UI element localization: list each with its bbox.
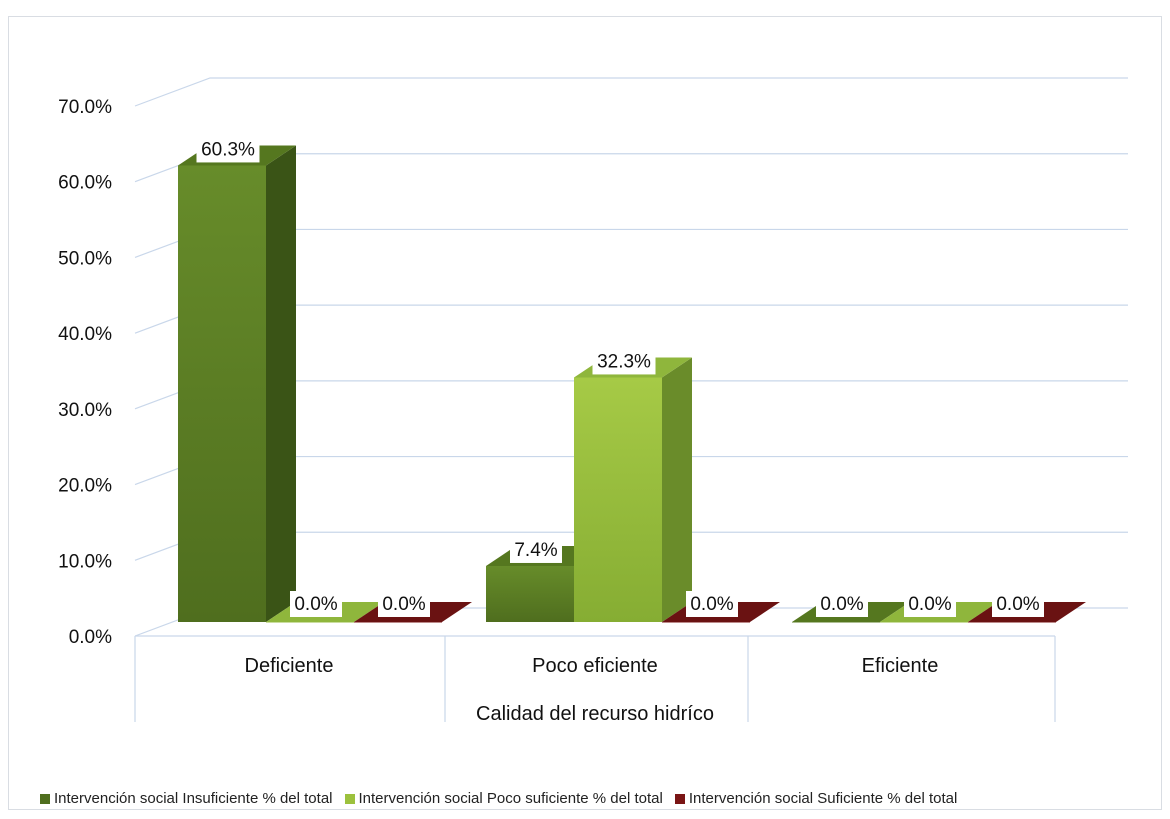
legend-label: Intervención social Insuficiente % del t… bbox=[54, 790, 333, 807]
legend-label: Intervención social Poco suficiente % de… bbox=[358, 790, 663, 807]
data-label-box bbox=[816, 591, 868, 617]
chart-frame bbox=[8, 16, 1162, 810]
data-label: 32.3% bbox=[597, 351, 651, 372]
data-label-box bbox=[510, 536, 562, 563]
axes: 0.0% 10.0% 20.0% 30.0% 40.0% 50.0% 60.0% 70.0% D… bbox=[58, 97, 1056, 722]
data-label-box bbox=[592, 348, 656, 375]
legend-item: Intervención social Insuficiente % del t… bbox=[40, 790, 333, 807]
gridline bbox=[134, 77, 1128, 107]
legend-item: Intervención social Suficiente % del tot… bbox=[674, 790, 958, 807]
data-label: 0.0% bbox=[294, 594, 337, 615]
data-label-box bbox=[196, 136, 260, 163]
data-label-box bbox=[686, 591, 738, 617]
y-tick-label: 40.0% bbox=[58, 324, 112, 345]
legend-swatch bbox=[40, 793, 50, 804]
data-labels: 60.3% 7.4% 0.0% 0.0% 32.3% 0.0% 0.0% 0.0% 0.0% bbox=[196, 136, 1044, 617]
x-axis-title: Calidad del recurso hidríco bbox=[476, 703, 714, 725]
x-tick-label: Eficiente bbox=[862, 655, 939, 677]
data-label: 0.0% bbox=[690, 594, 733, 615]
x-tick-label: Deficiente bbox=[245, 655, 334, 677]
data-label: 0.0% bbox=[382, 594, 425, 615]
legend-item: Intervención social Poco suficiente % de… bbox=[344, 790, 663, 807]
data-label: 0.0% bbox=[908, 594, 951, 615]
data-label: 7.4% bbox=[514, 540, 557, 561]
y-tick-label: 30.0% bbox=[58, 400, 112, 421]
bar bbox=[178, 145, 296, 622]
y-tick-label: 20.0% bbox=[58, 476, 112, 497]
bars bbox=[178, 145, 1086, 623]
legend-swatch bbox=[344, 793, 355, 804]
data-label: 0.0% bbox=[996, 594, 1039, 615]
data-label: 0.0% bbox=[820, 594, 863, 615]
data-label-box bbox=[290, 591, 342, 617]
data-label-box bbox=[904, 591, 956, 617]
legend-swatch bbox=[674, 793, 685, 804]
x-tick-label: Poco eficiente bbox=[532, 655, 658, 677]
data-label-box bbox=[992, 591, 1044, 617]
legend-label: Intervención social Suficiente % del tot… bbox=[688, 790, 958, 807]
y-tick-label: 10.0% bbox=[58, 551, 112, 572]
y-tick-label: 70.0% bbox=[58, 97, 112, 118]
data-label: 60.3% bbox=[201, 139, 255, 160]
legend: Intervención social Insuficiente % del t… bbox=[40, 790, 957, 807]
y-tick-label: 60.0% bbox=[58, 173, 112, 194]
bar bbox=[574, 357, 692, 622]
y-tick-label: 50.0% bbox=[58, 248, 112, 269]
y-tick-label: 0.0% bbox=[69, 627, 112, 648]
data-label-box bbox=[378, 591, 430, 617]
